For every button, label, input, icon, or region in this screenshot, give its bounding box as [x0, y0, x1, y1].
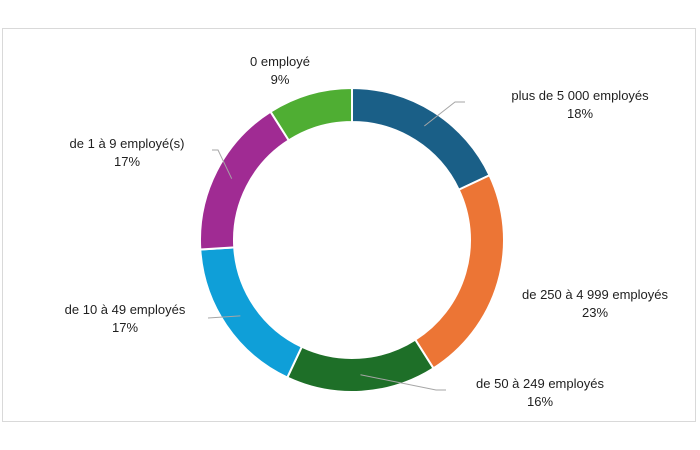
data-label-10-49: de 10 à 49 employés 17%: [40, 301, 210, 337]
leader-line-plus-de-5000: [424, 101, 465, 127]
slice-percent: 17%: [111, 320, 139, 335]
slice-percent: 17%: [113, 154, 141, 169]
slice-0-employe: [269, 86, 353, 142]
slice-percent: 9%: [270, 72, 290, 87]
slice-plus-de-5000: [351, 86, 491, 192]
data-label-plus-de-5000: plus de 5 000 employés 18%: [485, 87, 675, 123]
slice-10-49: [199, 246, 304, 379]
slice-250-4999: [413, 173, 505, 370]
leader-line-50-249: [360, 374, 446, 391]
slice-1-9: [199, 110, 291, 251]
leader-line-10-49: [207, 315, 241, 319]
slice-name: de 50 à 249 employés: [476, 376, 604, 391]
slice-name: de 10 à 49 employés: [64, 302, 186, 317]
data-label-0-employe: 0 employé 9%: [210, 53, 350, 89]
slice-name: 0 employé: [250, 54, 310, 69]
slice-percent: 23%: [581, 305, 609, 320]
slice-50-249: [285, 338, 435, 393]
slice-name: de 1 à 9 employé(s): [69, 136, 185, 151]
slice-percent: 18%: [566, 106, 594, 121]
data-label-250-4999: de 250 à 4 999 employés 23%: [500, 286, 690, 322]
data-label-50-249: de 50 à 249 employés 16%: [450, 375, 630, 411]
slice-percent: 16%: [526, 394, 554, 409]
slice-name: plus de 5 000 employés: [511, 88, 649, 103]
data-label-1-9: de 1 à 9 employé(s) 17%: [42, 135, 212, 171]
slice-name: de 250 à 4 999 employés: [522, 287, 668, 302]
leader-line-1-9: [212, 149, 233, 179]
